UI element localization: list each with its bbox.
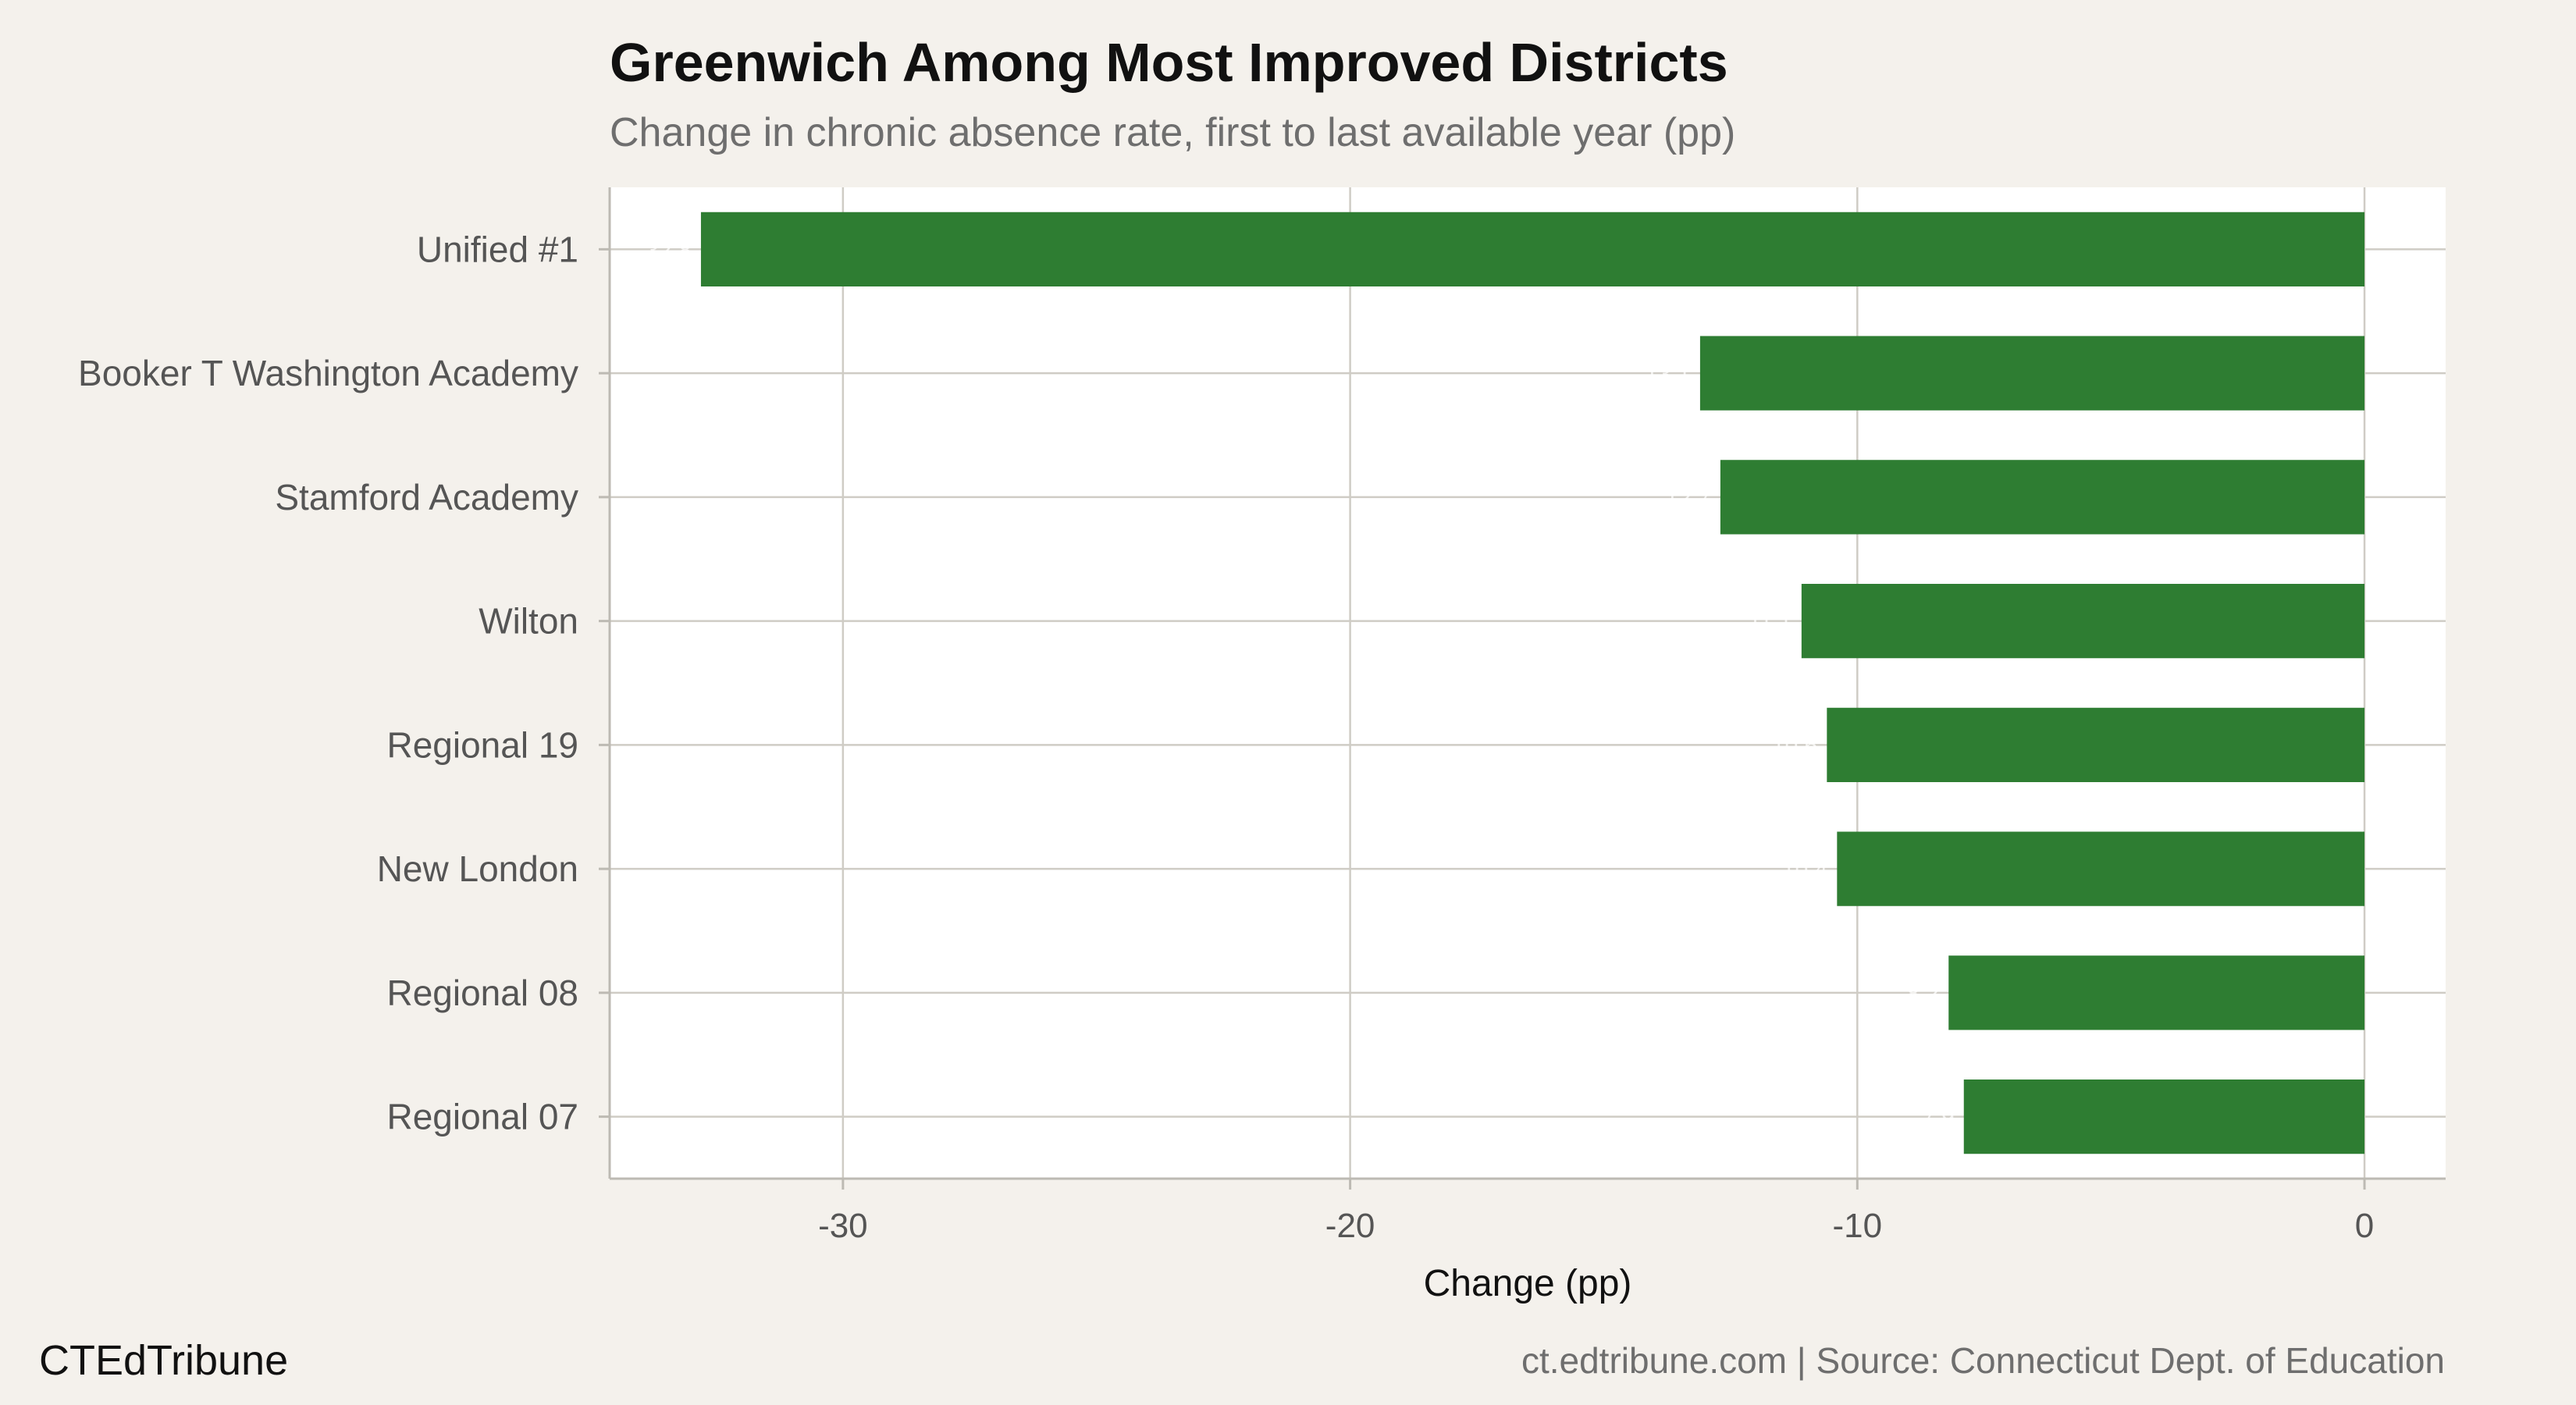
category-label: Unified #1: [417, 229, 578, 269]
value-label: -11.1: [1741, 610, 1792, 635]
value-label: -10.6: [1764, 733, 1817, 759]
bar-new-london: [1837, 831, 2365, 906]
value-label: -13.1: [1638, 361, 1691, 387]
x-tick-label: -30: [818, 1207, 868, 1245]
brand-name: CTEdTribune: [39, 1337, 289, 1384]
bar-wilton: [1801, 584, 2365, 659]
source-note: ct.edtribune.com | Source: Connecticut D…: [1521, 1340, 2445, 1381]
category-label: Regional 08: [386, 973, 578, 1013]
value-label: -8.2: [1899, 981, 1940, 1007]
category-label: Regional 07: [386, 1097, 578, 1137]
category-label: New London: [377, 848, 578, 889]
value-label: -10.4: [1774, 857, 1827, 883]
category-label: Stamford Academy: [275, 477, 578, 518]
chart-title: Greenwich Among Most Improved Districts: [610, 32, 1728, 93]
bar-regional-07: [1963, 1080, 2365, 1154]
x-axis-title: Change (pp): [1424, 1263, 1632, 1304]
bar-unified-1: [700, 212, 2365, 286]
x-tick-label: -10: [1833, 1207, 1883, 1245]
category-label: Wilton: [479, 601, 578, 642]
bar-regional-08: [1948, 955, 2365, 1030]
value-label: -32.8: [639, 237, 692, 263]
x-tick-label: 0: [2355, 1207, 2374, 1245]
value-label: -7.9: [1914, 1105, 1955, 1131]
category-label: Regional 19: [386, 724, 578, 765]
value-label: -12.7: [1658, 486, 1711, 511]
chart-subtitle: Change in chronic absence rate, first to…: [610, 110, 1736, 155]
bar-booker-t-washington-academy: [1699, 336, 2365, 411]
x-tick-label: -20: [1325, 1207, 1375, 1245]
bar-stamford-academy: [1720, 460, 2365, 535]
bar-regional-19: [1827, 707, 2365, 782]
category-label: Booker T Washington Academy: [78, 353, 578, 393]
